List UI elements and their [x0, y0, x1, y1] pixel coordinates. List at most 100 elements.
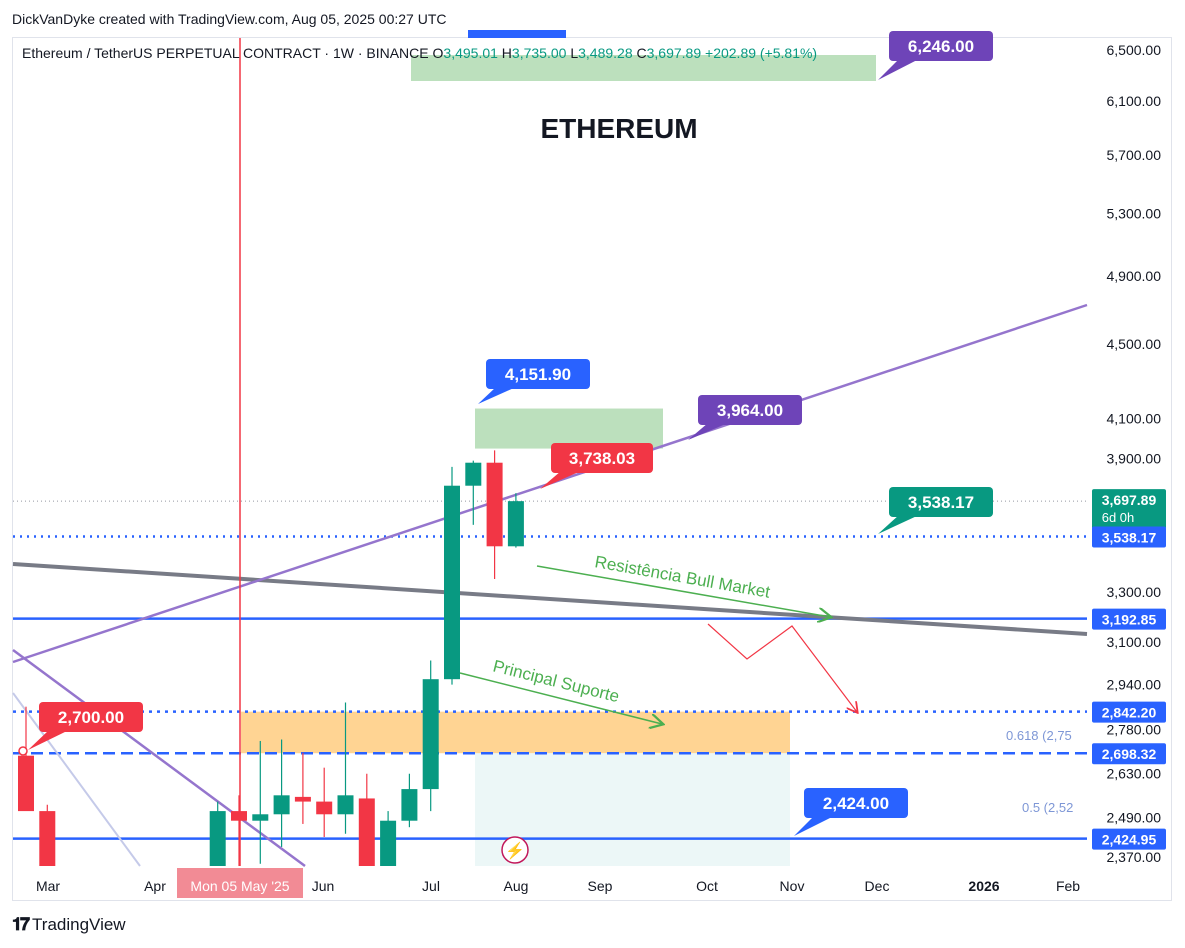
x-tick-label: Dec — [865, 878, 890, 894]
axis-badge-text: 2,698.32 — [1102, 746, 1157, 762]
y-tick-label: 5,300.00 — [1107, 205, 1162, 221]
label-3964: 3,964.00 — [688, 395, 802, 440]
callout-box — [698, 395, 802, 425]
x-tick-label: Jun — [312, 878, 335, 894]
tradingview-logo-icon: 𝟏𝟕 — [12, 914, 30, 934]
y-tick-label: 2,630.00 — [1107, 766, 1162, 782]
label-3738: 3,738.03 — [540, 443, 653, 489]
label-4151: 4,151.90 — [478, 359, 590, 404]
label-2700: 2,700.00 — [28, 702, 143, 750]
x-tick-label: Aug — [504, 878, 529, 894]
y-tick-label: 4,500.00 — [1107, 336, 1162, 352]
crosshair-date-box — [177, 868, 303, 898]
callout-box — [486, 359, 590, 389]
callout-pointer — [878, 59, 919, 80]
candle — [252, 740, 269, 864]
y-tick-label: 6,500.00 — [1107, 42, 1162, 58]
candle-body — [252, 814, 269, 821]
label-6246: 6,246.00 — [878, 31, 993, 80]
candle-body — [465, 462, 482, 486]
y-tick-label: 2,780.00 — [1107, 721, 1162, 737]
support-arrow — [459, 672, 662, 724]
candle-body — [507, 501, 524, 547]
axis-badge-text: 3,697.89 — [1102, 492, 1157, 508]
candle-body — [401, 789, 418, 821]
projection-path — [707, 623, 857, 712]
callout-box — [804, 788, 908, 818]
x-tick-label: Mar — [36, 878, 60, 894]
brand-text: TradingView — [32, 914, 126, 934]
candle — [444, 466, 460, 685]
legend-symbol: Ethereum / TetherUS PERPETUAL CONTRACT ·… — [22, 45, 429, 61]
candle — [39, 804, 56, 866]
axis-badge: 3,192.85 — [1092, 608, 1166, 630]
legend-o-label: O — [432, 45, 444, 61]
axis-badge-text: 2,424.95 — [1102, 832, 1157, 848]
y-tick-label: 3,300.00 — [1107, 584, 1162, 600]
fib-label-618: 0.618 (2,75 — [1006, 728, 1072, 743]
callout-pointer — [878, 515, 919, 534]
legend-low: 3,489.28 — [578, 45, 633, 61]
bull-market-resistance-line — [12, 562, 1088, 636]
y-tick-label: 5,700.00 — [1107, 147, 1162, 163]
axis-badge: 2,698.32 — [1092, 743, 1166, 765]
y-tick-label: 2,940.00 — [1107, 677, 1162, 693]
callout-box — [39, 702, 143, 732]
y-tick-label: 4,900.00 — [1107, 268, 1162, 284]
callout-text: 3,964.00 — [717, 401, 783, 420]
candle-body — [273, 795, 290, 815]
candle — [209, 801, 226, 866]
candle — [231, 795, 247, 866]
candle-body — [231, 811, 247, 821]
candle-body — [358, 798, 375, 866]
candle-body — [486, 462, 503, 547]
y-tick-label: 6,100.00 — [1107, 93, 1162, 109]
callout-pointer — [28, 730, 69, 750]
y-tick-label: 3,100.00 — [1107, 634, 1162, 650]
axis-badge-box — [1092, 701, 1166, 723]
axis-badge-sub: 6d 0h — [1102, 510, 1135, 525]
axis-badge-text: 2,842.20 — [1102, 705, 1157, 721]
callout-text: 6,246.00 — [908, 37, 974, 56]
callout-box — [889, 31, 993, 61]
callout-text: 4,151.90 — [505, 365, 571, 384]
chart-title: ETHEREUM — [540, 113, 697, 144]
callout-text: 2,700.00 — [58, 708, 124, 727]
descending-trendline-faint — [12, 692, 141, 867]
y-tick-label: 2,490.00 — [1107, 809, 1162, 825]
crosshair-date-text: Mon 05 May '25 — [190, 878, 289, 894]
candle-body — [337, 795, 354, 815]
axis-badge-text: 3,538.17 — [1102, 529, 1157, 545]
symbol-legend: Ethereum / TetherUS PERPETUAL CONTRACT ·… — [22, 45, 817, 61]
axis-badge: 3,697.89 6d 0h — [1092, 489, 1166, 530]
tradingview-brand[interactable]: 𝟏𝟕 TradingView — [12, 914, 126, 935]
y-tick-label: 2,370.00 — [1107, 849, 1162, 865]
crosshair-date-badge: Mon 05 May '25 — [177, 868, 303, 898]
axis-badge-box — [1092, 608, 1166, 630]
x-tick-label: Nov — [780, 878, 805, 894]
axis-badge: 3,538.17 — [1092, 526, 1166, 548]
candle-body — [444, 485, 460, 680]
support-label: Principal Suporte — [491, 656, 621, 706]
callout-box — [551, 443, 653, 473]
candle — [486, 450, 503, 579]
callout-box — [889, 487, 993, 517]
candle — [401, 773, 418, 828]
resistance-arrow — [536, 565, 830, 617]
support-zone — [241, 711, 790, 754]
candle — [273, 739, 290, 847]
resistance-label: Resistência Bull Market — [593, 552, 771, 602]
callout-text: 3,738.03 — [569, 449, 635, 468]
legend-open: 3,495.01 — [443, 45, 498, 61]
callout-pointer — [794, 816, 834, 836]
fib-label-50: 0.5 (2,52 — [1022, 800, 1073, 815]
y-tick-label: 3,900.00 — [1107, 451, 1162, 467]
axis-badge-box — [1092, 526, 1166, 548]
target-zone-top — [411, 55, 876, 81]
callout-pointer — [688, 423, 728, 440]
axis-badge-box — [1092, 489, 1166, 530]
x-tick-label: Sep — [588, 878, 613, 894]
lightning-glyph: ⚡ — [505, 841, 525, 860]
x-tick-label: Apr — [144, 878, 166, 894]
